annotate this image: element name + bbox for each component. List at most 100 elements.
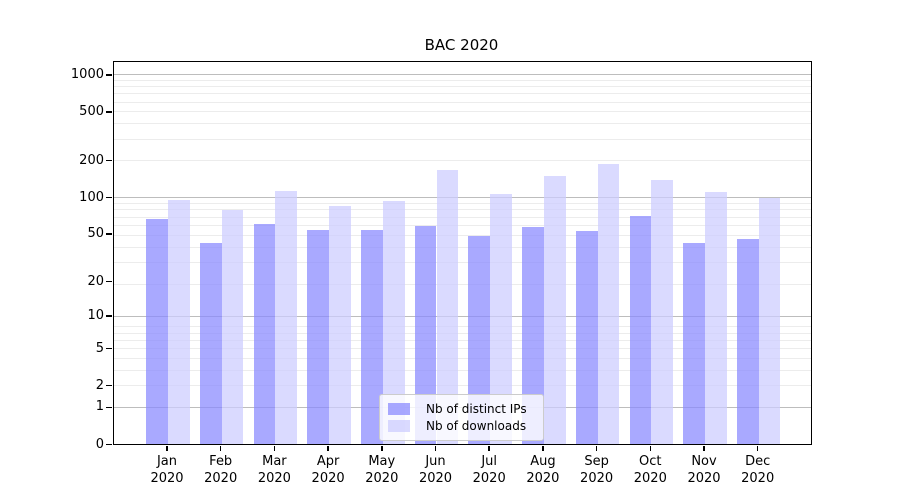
legend-row: Nb of downloads <box>388 418 535 434</box>
x-tick-label: Dec 2020 <box>741 453 775 486</box>
x-tick-label: Feb 2020 <box>204 453 238 486</box>
y-tick-label: 1000 <box>70 66 104 82</box>
minor-gridline <box>114 385 811 387</box>
y-tick-mark <box>106 74 112 76</box>
x-tick-label: Jul 2020 <box>472 453 506 486</box>
y-tick-label: 0 <box>95 436 104 452</box>
y-tick-mark <box>106 196 112 199</box>
minor-gridline <box>114 224 811 226</box>
x-tick-label: Nov 2020 <box>687 453 721 486</box>
y-tick-mark <box>106 384 112 387</box>
bar-distinct-ips <box>683 242 705 444</box>
y-tick-mark <box>106 159 112 162</box>
x-tick-mark <box>703 446 705 451</box>
minor-gridline <box>114 261 811 263</box>
x-tick-label: May 2020 <box>365 453 399 486</box>
y-tick-mark <box>106 111 112 113</box>
minor-gridline <box>114 160 811 162</box>
bar-distinct-ips <box>522 226 544 444</box>
x-tick-mark <box>219 446 222 451</box>
legend-row: Nb of distinct IPs <box>388 401 535 417</box>
legend-label: Nb of downloads <box>426 419 527 433</box>
minor-gridline <box>114 86 811 88</box>
legend-swatch-distinct-ips <box>388 403 410 415</box>
minor-gridline <box>114 101 811 103</box>
bar-distinct-ips <box>253 224 276 444</box>
x-tick-mark <box>434 446 437 451</box>
bar-downloads <box>543 176 566 444</box>
bar-downloads <box>221 209 244 444</box>
bar-distinct-ips <box>736 239 759 444</box>
bar-downloads <box>168 199 190 444</box>
bar-downloads <box>329 205 351 444</box>
legend-swatch-downloads <box>388 420 410 432</box>
y-tick-mark <box>106 233 112 235</box>
bar-distinct-ips <box>307 229 330 444</box>
bar-distinct-ips <box>199 242 222 444</box>
legend: Nb of distinct IPs Nb of downloads <box>379 394 544 441</box>
x-tick-label: Oct 2020 <box>633 453 667 486</box>
y-tick-mark <box>106 443 112 446</box>
minor-gridline <box>114 339 811 341</box>
bar-distinct-ips <box>575 230 598 444</box>
minor-gridline <box>114 93 811 95</box>
y-tick-label: 20 <box>87 273 104 289</box>
y-tick-mark <box>106 280 112 283</box>
minor-gridline <box>114 326 811 328</box>
x-tick-mark <box>595 446 598 451</box>
y-tick-mark <box>106 406 112 409</box>
bar-distinct-ips <box>629 215 652 444</box>
x-tick-mark <box>273 446 276 451</box>
bar-downloads <box>490 194 512 444</box>
major-gridline <box>114 74 811 76</box>
y-tick-label: 200 <box>79 152 104 168</box>
bar-downloads <box>758 198 781 444</box>
bar-distinct-ips <box>414 225 437 444</box>
legend-label: Nb of distinct IPs <box>426 402 527 416</box>
x-tick-label: Jan 2020 <box>150 453 184 486</box>
major-gridline <box>114 315 811 317</box>
y-tick-label: 2 <box>95 377 104 393</box>
minor-gridline <box>114 348 811 350</box>
minor-gridline <box>114 357 811 359</box>
minor-gridline <box>114 234 811 236</box>
bar-downloads <box>275 191 298 444</box>
x-tick-label: Jun 2020 <box>418 453 453 486</box>
x-tick-label: Aug 2020 <box>526 453 560 486</box>
x-tick-label: Apr 2020 <box>311 453 345 486</box>
y-tick-label: 50 <box>87 226 104 242</box>
x-tick-mark <box>166 446 168 451</box>
bar-distinct-ips <box>146 218 168 444</box>
x-tick-mark <box>381 446 383 451</box>
x-tick-mark <box>488 446 490 451</box>
minor-gridline <box>114 369 811 371</box>
minor-gridline <box>114 123 811 125</box>
y-tick-label: 1 <box>95 399 104 415</box>
minor-gridline <box>114 283 811 285</box>
chart-title: BAC 2020 <box>424 36 499 54</box>
x-tick-mark <box>756 446 759 451</box>
x-tick-label: Sep 2020 <box>580 453 614 486</box>
minor-gridline <box>114 332 811 334</box>
y-tick-label: 5 <box>95 340 104 356</box>
bar-downloads <box>382 201 405 444</box>
bar-downloads <box>705 191 727 444</box>
x-tick-label: Mar 2020 <box>257 453 291 486</box>
bar-downloads <box>436 170 459 444</box>
y-tick-label: 500 <box>79 103 104 119</box>
bar-distinct-ips <box>361 229 383 444</box>
plot-area <box>113 61 812 445</box>
minor-gridline <box>114 138 811 140</box>
major-gridline <box>114 197 811 199</box>
x-tick-mark <box>327 446 329 451</box>
minor-gridline <box>114 246 811 248</box>
x-tick-mark <box>649 446 652 451</box>
y-tick-mark <box>106 347 112 350</box>
bar-downloads <box>597 164 620 444</box>
bar-downloads <box>651 179 674 444</box>
minor-gridline <box>114 111 811 113</box>
x-tick-mark <box>542 446 544 451</box>
minor-gridline <box>114 203 811 205</box>
y-tick-mark <box>106 315 112 317</box>
